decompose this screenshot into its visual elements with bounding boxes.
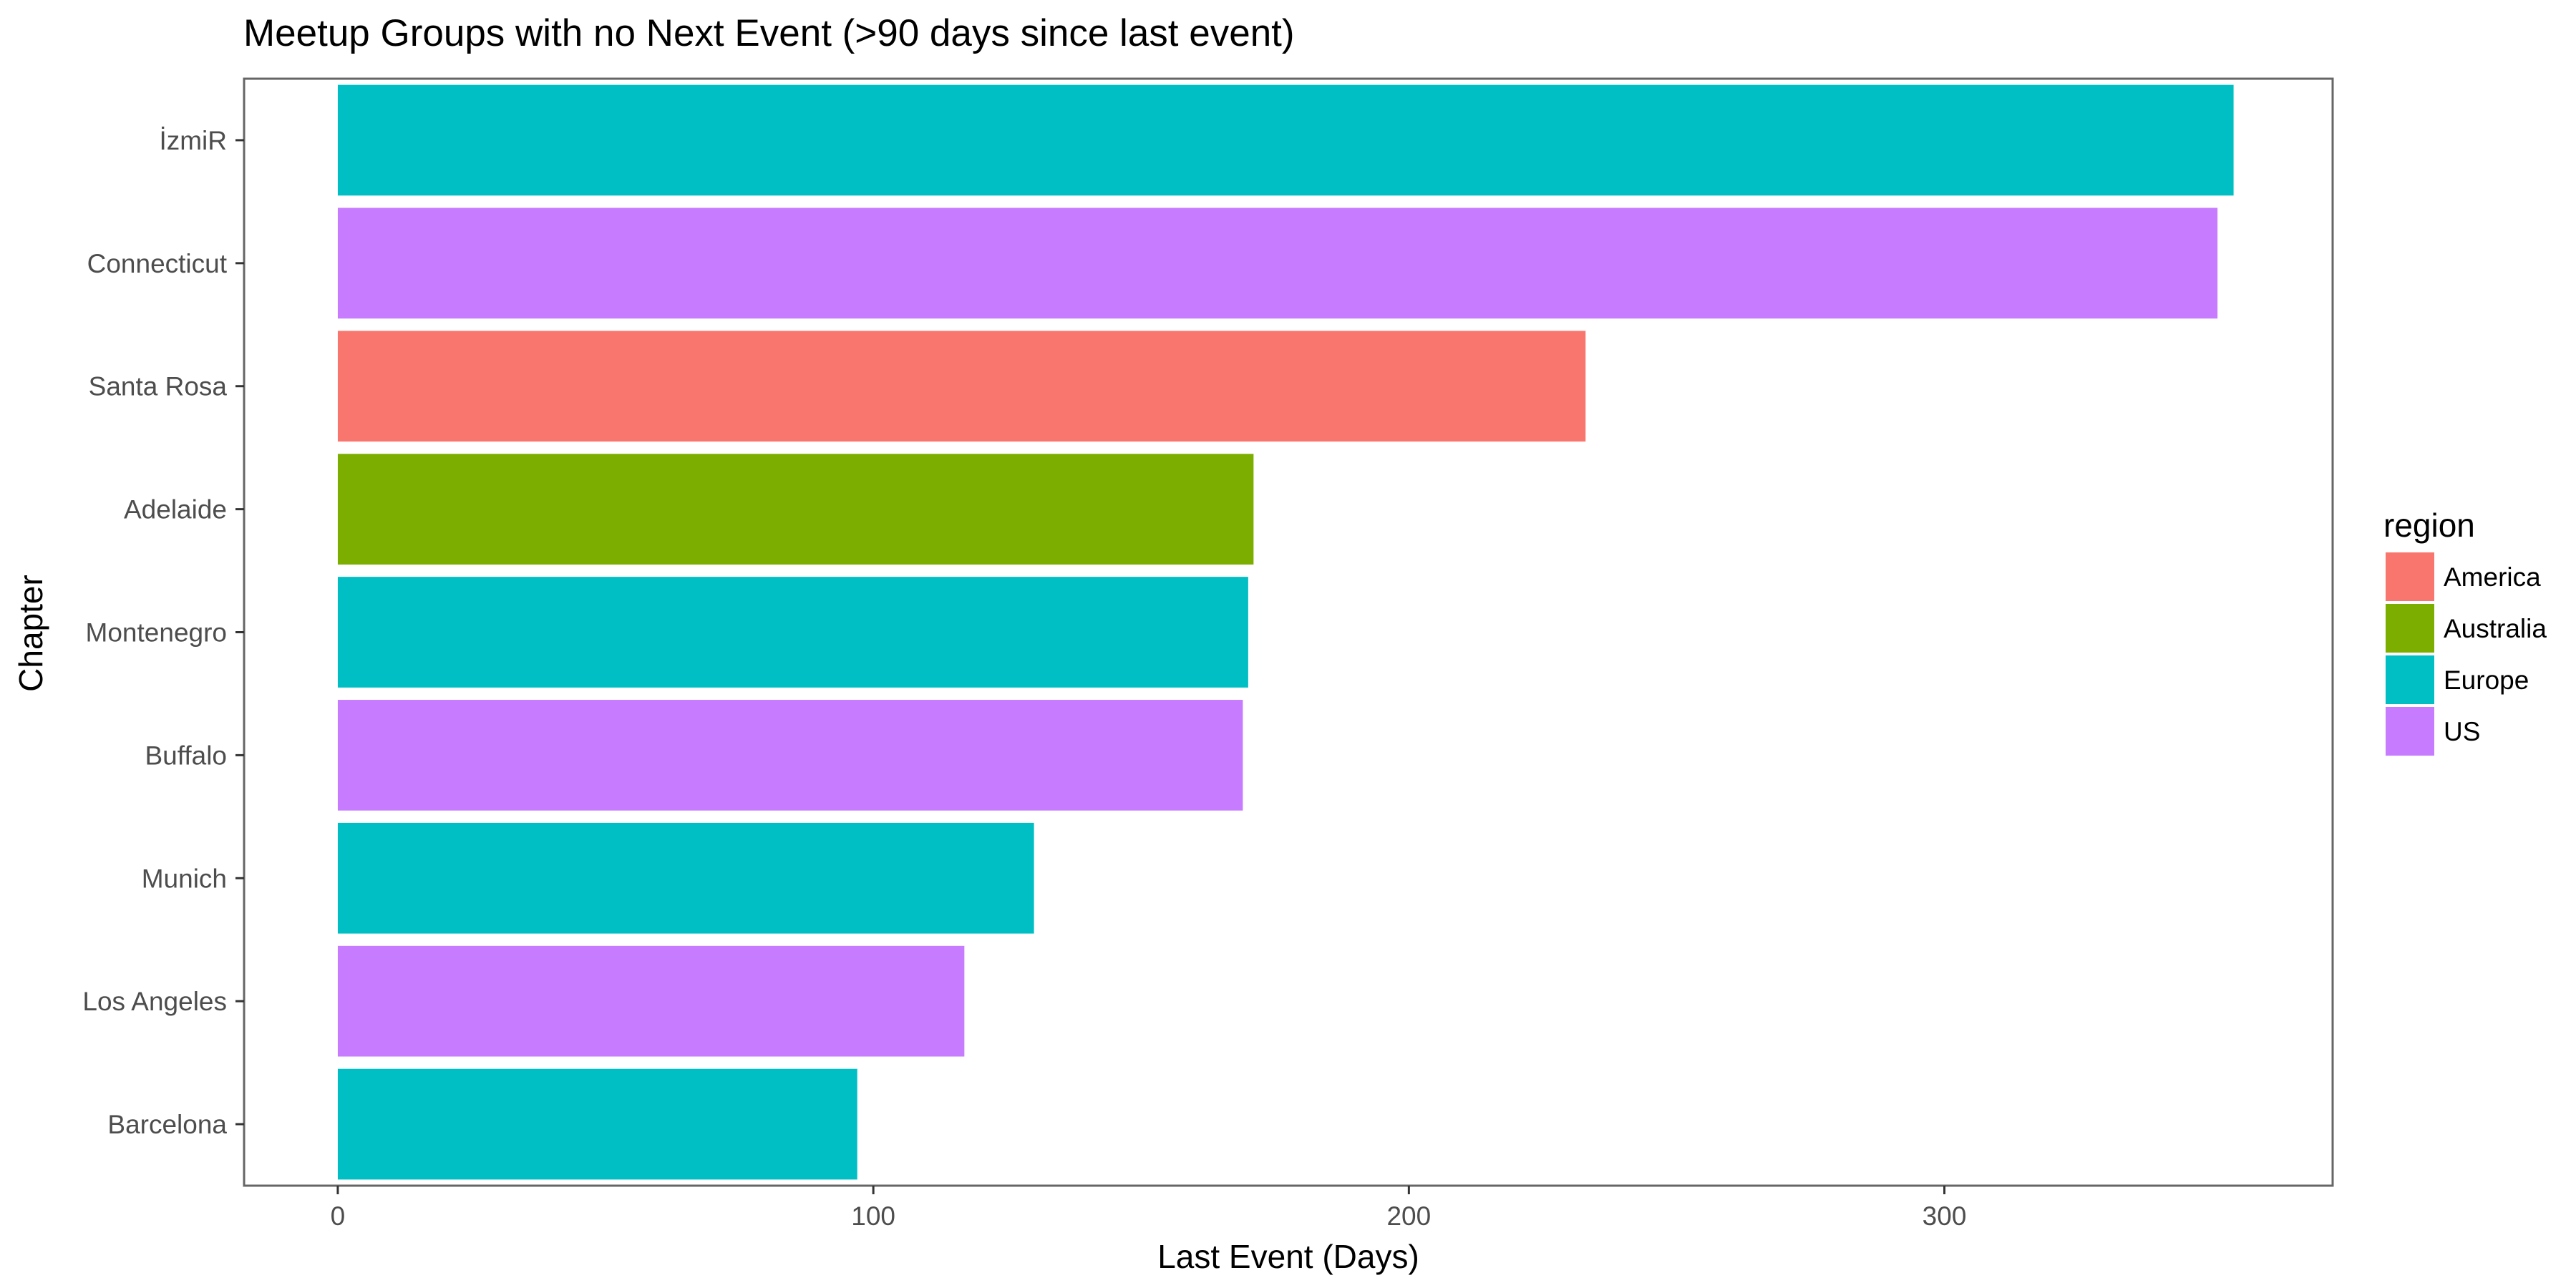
bar-los-angeles (337, 945, 965, 1057)
y-tick-label-buffalo: Buffalo (145, 741, 227, 770)
bar-izmir (337, 84, 2234, 196)
legend-swatch-america (2386, 552, 2434, 601)
bar-santa-rosa (337, 331, 1586, 442)
legend-label-australia: Australia (2444, 614, 2547, 643)
y-tick-label-munich: Munich (142, 864, 227, 893)
x-tick-label: 300 (1923, 1201, 1967, 1231)
legend-swatch-europe (2386, 655, 2434, 704)
y-axis-title: Chapter (12, 575, 49, 692)
legend-items: America Australia Europe US (2386, 552, 2547, 756)
legend-swatch-us (2386, 707, 2434, 756)
legend-label-us: US (2444, 717, 2480, 746)
bar-munich (337, 822, 1034, 934)
y-tick-label-los-angeles: Los Angeles (82, 987, 227, 1016)
x-tick-label: 0 (331, 1201, 346, 1231)
y-tick-label-connecticut: Connecticut (87, 249, 228, 278)
legend-label-america: America (2444, 562, 2541, 592)
y-tick-label-adelaide: Adelaide (124, 495, 227, 525)
chart-title: Meetup Groups with no Next Event (>90 da… (243, 12, 1295, 54)
bars-layer (337, 84, 2234, 1180)
bar-connecticut (337, 208, 2218, 319)
bar-barcelona (337, 1068, 857, 1180)
legend: region America Australia Europe US (2383, 507, 2547, 756)
y-tick-label-santa-rosa: Santa Rosa (89, 372, 228, 401)
legend-swatch-australia (2386, 604, 2434, 653)
x-tick-label: 100 (851, 1201, 895, 1231)
y-tick-label-izmir: İzmiR (159, 126, 227, 155)
bar-adelaide (337, 454, 1254, 565)
x-tick-label: 200 (1386, 1201, 1431, 1231)
legend-label-europe: Europe (2444, 665, 2529, 695)
y-tick-label-montenegro: Montenegro (86, 618, 227, 648)
bar-buffalo (337, 700, 1243, 811)
bar-montenegro (337, 577, 1248, 688)
x-axis: 0 100 200 300 (331, 1186, 1967, 1231)
x-axis-title: Last Event (Days) (1157, 1238, 1419, 1275)
y-tick-label-barcelona: Barcelona (107, 1110, 227, 1139)
legend-title: region (2383, 507, 2475, 544)
y-axis: İzmiR Connecticut Santa Rosa Adelaide Monten… (82, 126, 244, 1139)
